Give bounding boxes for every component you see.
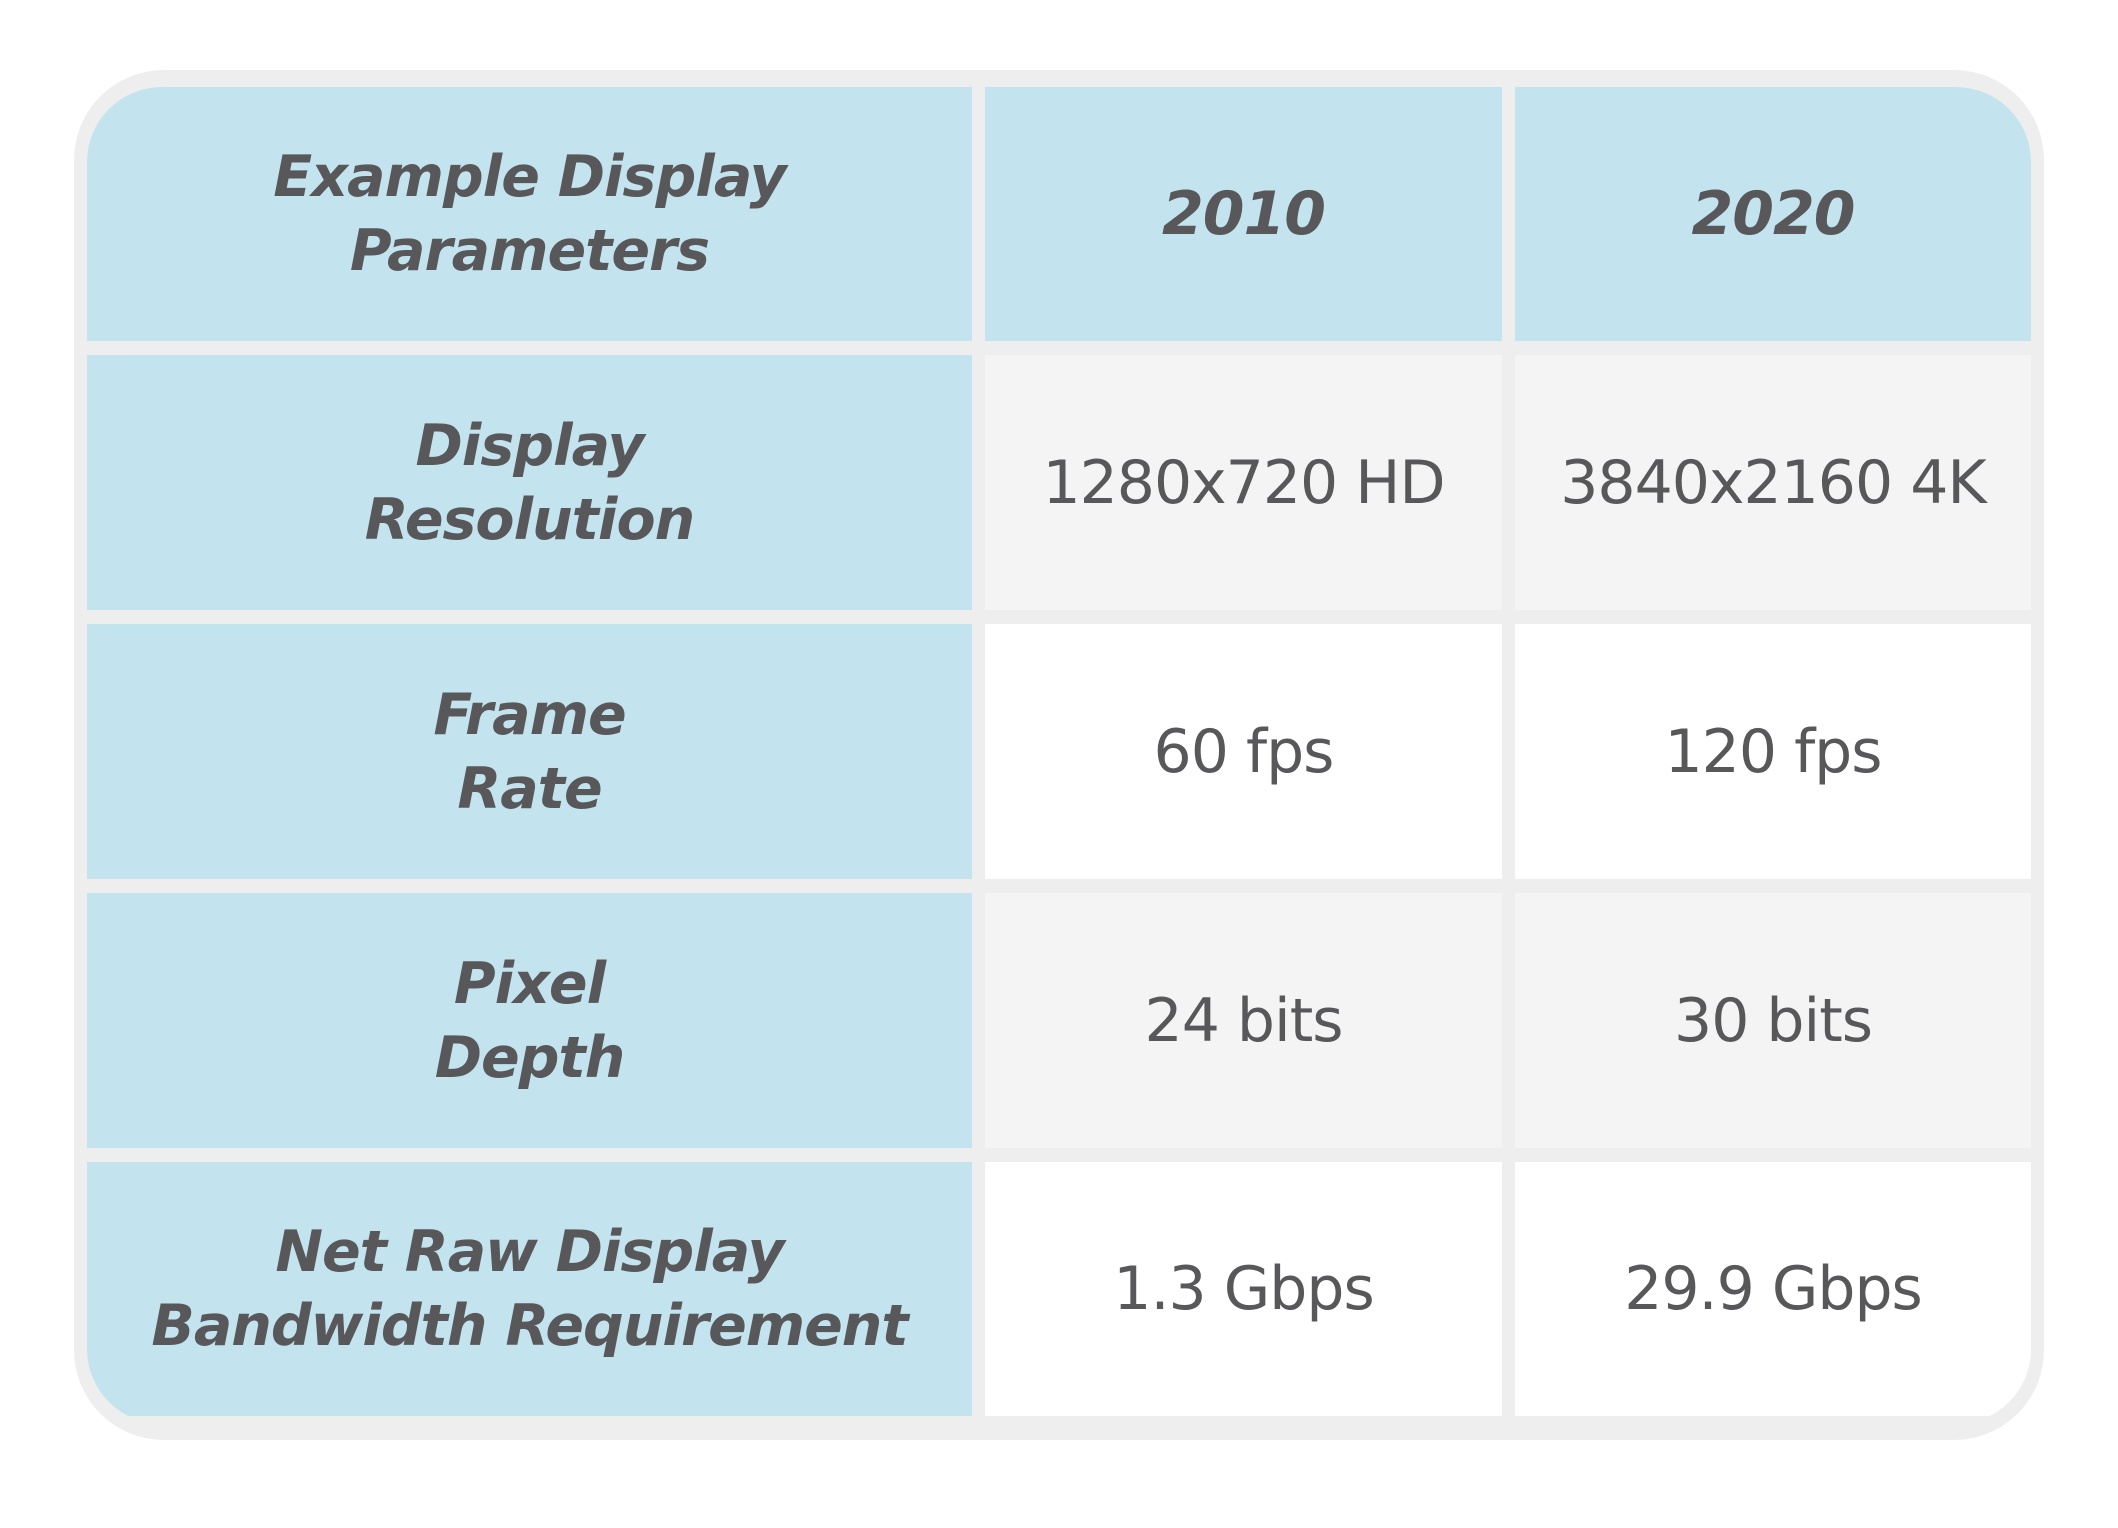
row-label-cell: Display Resolution	[87, 355, 972, 610]
row-label: Net Raw Display Bandwidth Requirement	[151, 1219, 908, 1359]
header-parameter-label: Example Display Parameters	[273, 144, 786, 284]
display-parameters-table: Example Display Parameters 2010 2020 Dis…	[87, 87, 2031, 1424]
table-cell-2020: 30 bits	[1515, 893, 2031, 1148]
row-label: Display Resolution	[364, 412, 695, 553]
table-cell-2020: 29.9 Gbps	[1515, 1162, 2031, 1416]
header-2020-cell: 2020	[1515, 87, 2031, 341]
header-2010-label: 2010	[1162, 179, 1326, 249]
cell-value: 30 bits	[1674, 985, 1873, 1056]
cell-value: 60 fps	[1153, 716, 1335, 787]
table-cell-2020: 120 fps	[1515, 624, 2031, 879]
cell-value: 3840x2160 4K	[1560, 447, 1986, 518]
cell-value: 120 fps	[1664, 716, 1882, 787]
header-parameter-cell: Example Display Parameters	[87, 87, 972, 341]
row-label: Pixel Depth	[434, 950, 626, 1091]
table-cell-2010: 1.3 Gbps	[985, 1162, 1502, 1416]
cell-value: 1.3 Gbps	[1113, 1254, 1374, 1324]
cell-value: 1280x720 HD	[1042, 447, 1445, 518]
table-cell-2010: 24 bits	[985, 893, 1502, 1148]
cell-value: 29.9 Gbps	[1624, 1254, 1923, 1324]
cell-value: 24 bits	[1144, 985, 1344, 1056]
header-2020-label: 2020	[1691, 179, 1856, 249]
row-label-cell: Net Raw Display Bandwidth Requirement	[87, 1162, 972, 1416]
table-cell-2010: 60 fps	[985, 624, 1502, 879]
table-cell-2020: 3840x2160 4K	[1515, 355, 2031, 610]
row-label-cell: Pixel Depth	[87, 893, 972, 1148]
row-label: Frame Rate	[433, 681, 626, 822]
row-label-cell: Frame Rate	[87, 624, 972, 879]
table-cell-2010: 1280x720 HD	[985, 355, 1502, 610]
header-2010-cell: 2010	[985, 87, 1502, 341]
